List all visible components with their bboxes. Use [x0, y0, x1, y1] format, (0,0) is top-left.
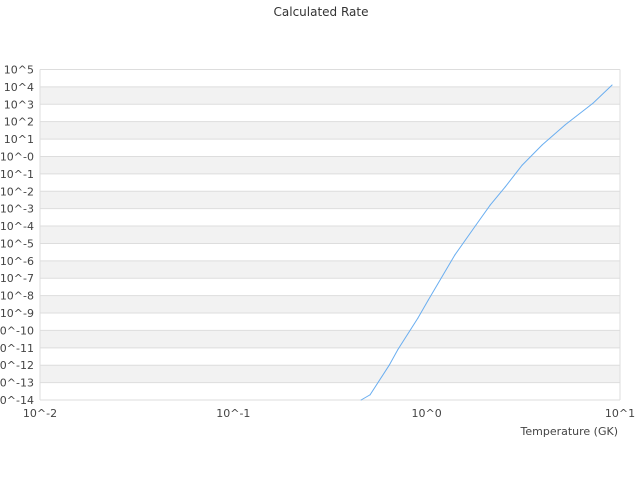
data-point: [489, 204, 491, 206]
data-point: [397, 349, 399, 351]
data-point: [521, 164, 523, 166]
grid-band: [40, 191, 620, 209]
data-point: [475, 224, 477, 226]
x-tick-label: 10^0: [412, 407, 442, 420]
y-tick-label: 10^2: [4, 116, 34, 129]
y-tick-label: 10^5: [4, 64, 34, 77]
y-tick-label: 10^4: [4, 81, 34, 94]
x-axis-label: Temperature (GK): [520, 425, 619, 438]
data-point: [541, 144, 543, 146]
y-tick-label: 10^-13: [0, 377, 34, 390]
y-tick-label: 10^-10: [0, 324, 34, 337]
grid-band: [40, 121, 620, 140]
x-tick-label: 10^-1: [216, 407, 250, 420]
x-tick-label: 10^1: [605, 407, 635, 420]
grid-band: [40, 330, 620, 348]
grid-band: [40, 295, 620, 314]
y-tick-label: 10^-4: [0, 220, 34, 233]
data-point: [427, 299, 429, 301]
data-point: [417, 317, 419, 319]
y-tick-label: 10^-1: [0, 168, 34, 181]
y-tick-label: 10^-9: [0, 307, 34, 320]
grid-band: [40, 226, 620, 244]
y-tick-label: 10^-12: [0, 359, 34, 372]
data-point: [592, 102, 594, 104]
data-point: [564, 124, 566, 126]
y-tick-label: 10^-2: [0, 185, 34, 198]
data-point: [454, 254, 456, 256]
y-tick-label: 10^1: [4, 133, 34, 146]
data-point: [360, 399, 362, 401]
y-tick-label: 10^-14: [0, 394, 34, 407]
y-tick-label: 10^-11: [0, 342, 34, 355]
y-tick-label: 10^-5: [0, 237, 34, 250]
y-tick-label: 10^3: [4, 98, 34, 111]
data-point: [611, 84, 613, 86]
data-point: [388, 364, 390, 366]
y-tick-label: 10^-7: [0, 272, 34, 285]
y-tick-label: 10^-0: [0, 150, 34, 163]
y-tick-label: 10^-6: [0, 255, 34, 268]
grid-band: [40, 156, 620, 174]
x-tick-label: 10^-2: [23, 407, 57, 420]
chart-title: Calculated Rate: [274, 5, 369, 19]
data-point: [369, 394, 371, 396]
y-tick-label: 10^-8: [0, 290, 34, 303]
grid-band: [40, 86, 620, 105]
grid-band: [40, 365, 620, 383]
grid-band: [40, 260, 620, 279]
data-point: [504, 186, 506, 188]
y-tick-label: 10^-3: [0, 203, 34, 216]
